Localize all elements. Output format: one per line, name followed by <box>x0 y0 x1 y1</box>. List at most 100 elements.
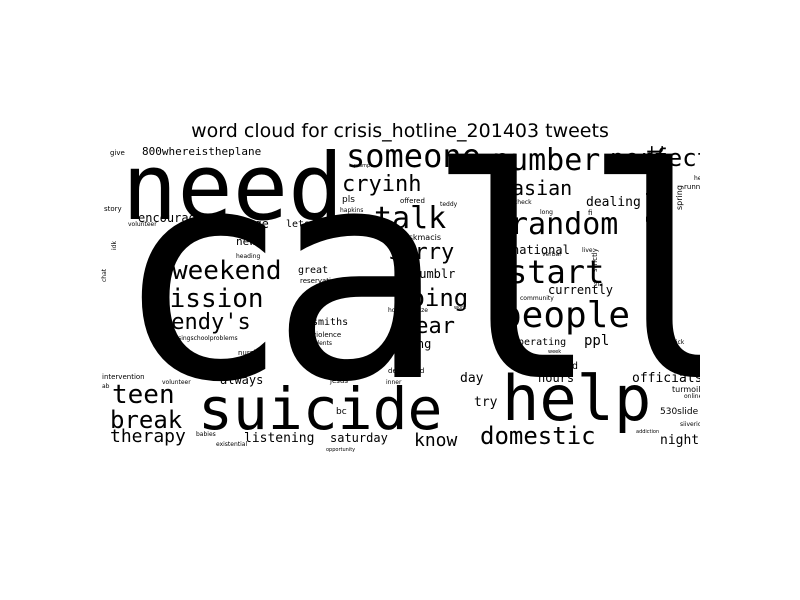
word-800whereistheplane: 800whereistheplane <box>142 146 262 158</box>
word-encourage: encourage <box>138 211 204 225</box>
word-reservation: reservation <box>300 277 340 285</box>
word-pls: pls <box>342 195 355 205</box>
word-celebrities: celebrities <box>644 146 669 250</box>
word-asked: asked <box>400 355 418 362</box>
word-facing: facing <box>388 337 432 351</box>
word-try: try <box>474 395 498 410</box>
word-know: know <box>414 430 458 451</box>
word-babies: babies <box>196 431 216 438</box>
word-random: random <box>510 207 619 242</box>
word-strictly: strictly <box>591 248 599 272</box>
word-long: long <box>540 209 553 216</box>
word-page: page <box>240 217 269 231</box>
word-saturday: saturday <box>330 431 388 445</box>
word-chat: chat <box>101 268 108 282</box>
word-spring: spring <box>675 185 684 210</box>
word-need: need <box>122 146 344 241</box>
word-someone: someone <box>346 146 481 175</box>
word-nana: nana <box>454 167 469 174</box>
word-currently: currently <box>548 283 614 297</box>
word-work: work <box>454 305 467 311</box>
word-online: online <box>684 393 700 400</box>
word-weekend: weekend <box>172 256 282 286</box>
word-offered: offered <box>400 197 425 205</box>
word-hey: hey <box>694 175 700 182</box>
word-domestic: domestic <box>480 422 596 450</box>
word-ab: ab <box>102 383 110 390</box>
word-perfect: perfect <box>610 146 700 172</box>
word-verbal: verbal <box>542 251 561 258</box>
word-asian: asian <box>512 176 573 200</box>
word-letsfaceheroin: letsfaceheroin <box>286 219 371 230</box>
word-violence: violence <box>312 331 342 339</box>
word-national: national <box>512 243 570 257</box>
word-mission: mission <box>154 284 264 314</box>
word-listening: listening <box>244 431 315 446</box>
word-sorry: sorry <box>388 240 455 265</box>
word-suicide: suicide <box>198 375 443 443</box>
word-530slide: 530slide <box>660 407 699 417</box>
word-night: night <box>660 433 700 448</box>
word-via: via <box>594 281 603 288</box>
word-fi: fi <box>588 209 593 217</box>
chart-title: word cloud for crisis_hotline_201403 twe… <box>191 120 609 142</box>
word-bc: bc <box>336 407 347 417</box>
word-great: great <box>298 265 329 276</box>
word-ppl: ppl <box>584 333 610 349</box>
word-maskmacis: maskmacis <box>396 233 441 242</box>
word-teddy: teddy <box>440 201 458 208</box>
word-opportunity: opportunity <box>326 447 356 453</box>
word-therapy: therapy <box>110 426 186 447</box>
word-nick: nick <box>672 339 685 346</box>
word-week: week <box>548 349 562 355</box>
word-start: start <box>508 253 605 291</box>
word-officials: officials <box>632 371 700 386</box>
word-inner: inner <box>386 379 402 386</box>
word-teen: teen <box>112 380 175 410</box>
word-tumblr: tumblr <box>412 267 456 281</box>
word-hapkins: hapkins <box>340 207 364 214</box>
word-new: new <box>236 235 256 248</box>
word-depressed: depressed <box>388 367 425 375</box>
word-bear: bear <box>402 314 455 339</box>
word-break: break <box>110 406 183 434</box>
word-told: told <box>554 361 579 372</box>
word-prompt: prompt <box>354 163 373 169</box>
word-cryinh: cryinh <box>342 172 422 197</box>
word-always: always <box>220 373 264 387</box>
word-nursing: nursing <box>238 349 265 357</box>
word-siiverio: siiverio <box>680 421 700 428</box>
word-hotlines: hotlines <box>388 307 412 314</box>
word-volunteer2: volunteer <box>162 379 191 386</box>
word-going: going <box>396 284 469 312</box>
word-live: live <box>582 247 593 254</box>
word-day: day <box>460 371 484 386</box>
word-nursingschoolproblems: nursingschoolproblems <box>168 335 238 342</box>
word-raped: raped <box>216 217 234 224</box>
word-community: community <box>520 295 554 302</box>
word-heading: heading <box>236 253 261 260</box>
word-idk: idk <box>111 241 118 250</box>
word-addiction: addiction <box>636 429 660 435</box>
word-love: love <box>500 283 513 290</box>
word-story: story <box>104 205 122 213</box>
word-wendys: wendy's <box>158 310 251 335</box>
word-people: people <box>500 295 631 336</box>
word-turmoil: turmoil <box>672 385 700 394</box>
word-intervention: intervention <box>102 373 145 381</box>
word-running: running <box>684 183 700 191</box>
word-volunteer: volunteer <box>128 221 157 228</box>
word-students: students <box>306 340 333 347</box>
word-help: help <box>502 362 652 435</box>
word-jesus: jesus <box>330 377 348 385</box>
word-check: check <box>514 199 532 206</box>
word-smiths: smiths <box>312 317 349 328</box>
word-dealing: dealing <box>586 195 641 210</box>
word-existential: existential <box>216 441 248 448</box>
word-give: give <box>110 149 125 157</box>
word-utilize: utilize <box>410 307 428 314</box>
word-number: number <box>492 146 601 178</box>
word-cloud: call need suicide help someone number pe… <box>100 146 700 456</box>
word-operating: operating <box>512 337 567 348</box>
